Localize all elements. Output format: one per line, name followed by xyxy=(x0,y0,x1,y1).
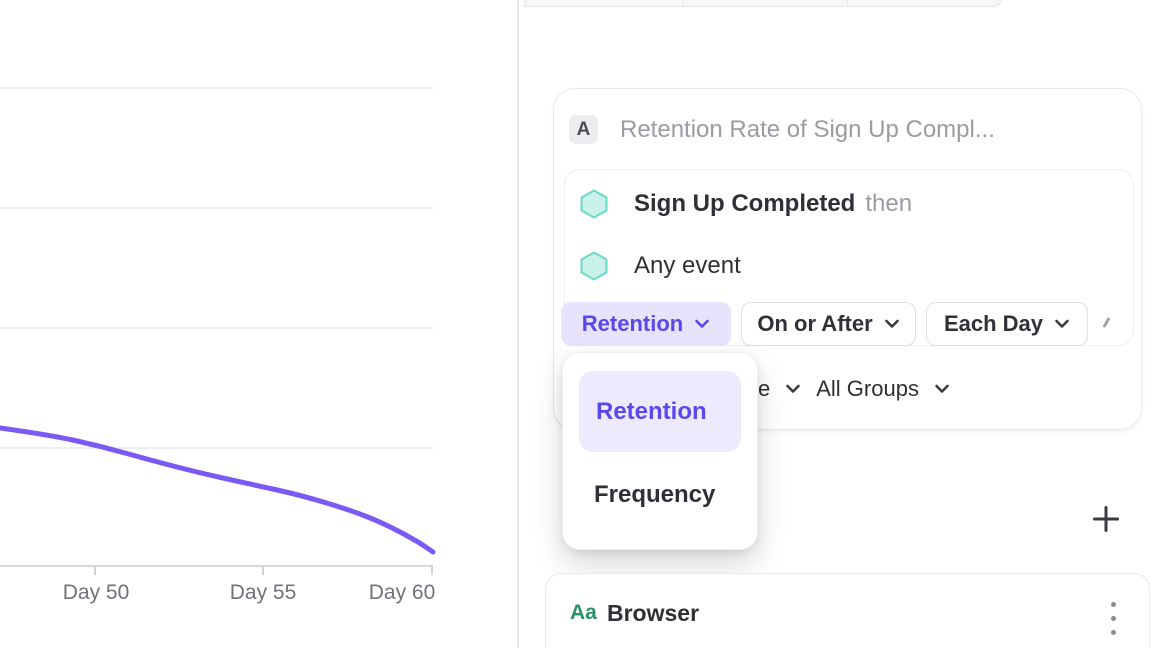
groups-row: e All Groups xyxy=(758,367,950,411)
event-connector: then xyxy=(865,190,913,217)
plus-icon xyxy=(1093,506,1119,532)
kebab-dot xyxy=(1110,601,1116,607)
metric-type-menu: Retention Frequency xyxy=(562,352,758,550)
window-label: On or After xyxy=(757,311,873,336)
series-badge: A xyxy=(569,115,598,144)
event-name[interactable]: Sign Up Completed xyxy=(634,190,856,217)
chevron-down-icon xyxy=(935,384,949,393)
interval-label: Each Day xyxy=(943,311,1044,336)
chevron-down-icon xyxy=(1055,319,1069,328)
event-hexagon-icon xyxy=(580,189,608,219)
interval-dropdown-button[interactable]: Each Day xyxy=(926,302,1088,346)
metric-type-label: Retention xyxy=(581,311,684,336)
chevron-down-icon xyxy=(695,319,710,328)
svg-text:Day 50: Day 50 xyxy=(63,581,130,604)
svg-text:Day 60: Day 60 xyxy=(369,581,436,604)
chevron-down-icon xyxy=(786,384,801,393)
metric-type-dropdown-button[interactable]: Retention xyxy=(561,302,731,346)
property-name[interactable]: Browser xyxy=(607,599,700,626)
metric-title-input[interactable]: Retention Rate of Sign Up Compl... xyxy=(620,115,995,143)
clipped-tab-strip[interactable] xyxy=(524,0,1002,7)
event-row-1[interactable]: Sign Up Completed then xyxy=(634,188,912,220)
string-property-icon: Aa xyxy=(570,601,597,624)
panel-divider xyxy=(517,0,519,648)
event-hexagon-icon xyxy=(580,251,608,281)
chevron-down-icon xyxy=(884,319,899,328)
kebab-dot xyxy=(1110,629,1116,635)
kebab-dot xyxy=(1110,615,1116,621)
property-card: Aa Browser xyxy=(545,573,1150,648)
retention-line-chart: Day 50 Day 55 Day 60 xyxy=(0,87,436,604)
svg-text:Day 55: Day 55 xyxy=(230,581,297,604)
event-name[interactable]: Any event xyxy=(634,252,741,279)
tab-strip-divider xyxy=(683,0,684,6)
tab-strip-divider xyxy=(847,0,848,6)
add-metric-button[interactable] xyxy=(1088,501,1124,537)
menu-item-retention[interactable]: Retention xyxy=(579,371,741,452)
window-dropdown-button[interactable]: On or After xyxy=(741,302,916,346)
all-groups-dropdown[interactable]: All Groups xyxy=(816,376,919,401)
event-row-2[interactable]: Any event xyxy=(634,250,751,282)
clipped-dropdown-fragment[interactable]: e xyxy=(758,376,771,401)
menu-item-frequency[interactable]: Frequency xyxy=(594,481,716,508)
property-options-kebab-button[interactable] xyxy=(1106,596,1120,640)
